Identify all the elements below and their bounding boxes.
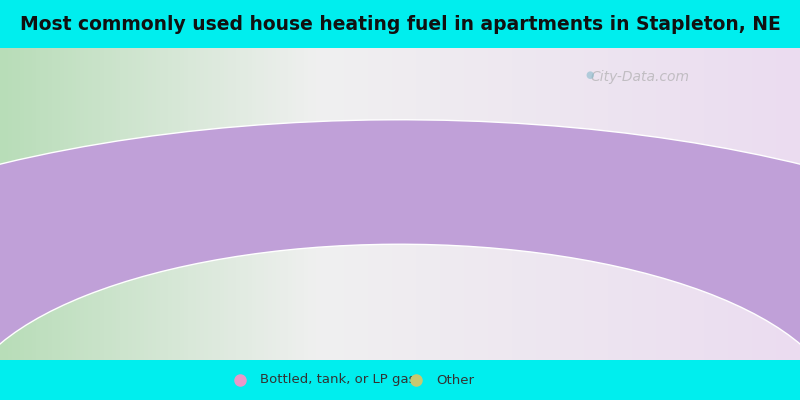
Text: Other: Other xyxy=(436,374,474,386)
Text: Most commonly used house heating fuel in apartments in Stapleton, NE: Most commonly used house heating fuel in… xyxy=(20,14,780,34)
Wedge shape xyxy=(0,120,800,400)
Text: ●: ● xyxy=(586,70,594,80)
Text: City-Data.com: City-Data.com xyxy=(590,70,690,84)
Text: Bottled, tank, or LP gas: Bottled, tank, or LP gas xyxy=(260,374,415,386)
